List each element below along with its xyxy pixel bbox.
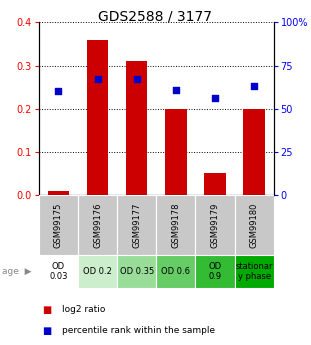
FancyBboxPatch shape bbox=[117, 195, 156, 255]
Text: GSM99180: GSM99180 bbox=[250, 203, 259, 248]
Point bbox=[95, 77, 100, 82]
Point bbox=[252, 83, 257, 89]
Text: GSM99176: GSM99176 bbox=[93, 203, 102, 248]
Bar bbox=[165, 109, 187, 195]
FancyBboxPatch shape bbox=[156, 195, 195, 255]
Point bbox=[56, 89, 61, 94]
FancyBboxPatch shape bbox=[78, 195, 117, 255]
Text: OD 0.2: OD 0.2 bbox=[83, 267, 112, 276]
Point bbox=[173, 87, 178, 92]
Text: percentile rank within the sample: percentile rank within the sample bbox=[62, 326, 215, 335]
Text: OD 0.35: OD 0.35 bbox=[120, 267, 154, 276]
Text: stationar
y phase: stationar y phase bbox=[235, 262, 273, 282]
Bar bbox=[126, 61, 147, 195]
Bar bbox=[48, 190, 69, 195]
Point bbox=[134, 77, 139, 82]
FancyBboxPatch shape bbox=[234, 255, 274, 288]
Bar bbox=[243, 109, 265, 195]
FancyBboxPatch shape bbox=[234, 195, 274, 255]
FancyBboxPatch shape bbox=[117, 255, 156, 288]
Text: GSM99175: GSM99175 bbox=[54, 203, 63, 248]
FancyBboxPatch shape bbox=[78, 255, 117, 288]
Text: OD
0.9: OD 0.9 bbox=[208, 262, 221, 282]
Text: OD
0.03: OD 0.03 bbox=[49, 262, 68, 282]
Point bbox=[212, 96, 217, 101]
FancyBboxPatch shape bbox=[39, 195, 78, 255]
Text: age  ▶: age ▶ bbox=[2, 267, 31, 276]
Bar bbox=[204, 173, 226, 195]
FancyBboxPatch shape bbox=[195, 255, 234, 288]
Text: GSM99178: GSM99178 bbox=[171, 203, 180, 248]
Bar bbox=[87, 40, 108, 195]
FancyBboxPatch shape bbox=[39, 255, 78, 288]
Text: OD 0.6: OD 0.6 bbox=[161, 267, 190, 276]
Text: GSM99179: GSM99179 bbox=[211, 203, 220, 248]
Text: GSM99177: GSM99177 bbox=[132, 203, 141, 248]
Text: GDS2588 / 3177: GDS2588 / 3177 bbox=[99, 10, 212, 24]
Text: log2 ratio: log2 ratio bbox=[62, 305, 105, 314]
FancyBboxPatch shape bbox=[156, 255, 195, 288]
Text: ■: ■ bbox=[42, 305, 51, 315]
FancyBboxPatch shape bbox=[195, 195, 234, 255]
Text: ■: ■ bbox=[42, 326, 51, 336]
